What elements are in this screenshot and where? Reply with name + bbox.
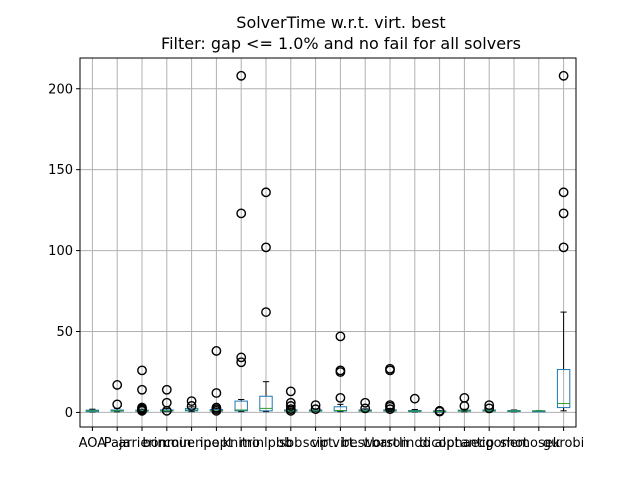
y-tick-label: 200 xyxy=(48,82,73,97)
flier-point xyxy=(360,397,371,408)
flier-point xyxy=(558,70,569,81)
flier-point xyxy=(310,404,321,415)
flier-point xyxy=(211,388,222,398)
flier-point xyxy=(211,346,222,356)
box-aoa xyxy=(85,408,100,413)
flier-point xyxy=(459,392,470,403)
x-tick-label: ipopt xyxy=(200,436,233,451)
box-virt-worst xyxy=(358,397,372,414)
flier-point xyxy=(236,357,247,368)
flier-point xyxy=(161,397,172,408)
flier-point xyxy=(186,396,197,407)
x-tick-label: bonmin xyxy=(142,436,191,451)
flier-point xyxy=(484,403,495,414)
box-baron xyxy=(383,363,397,415)
x-tick-label: gurobi xyxy=(543,436,584,451)
flier-point xyxy=(261,187,271,198)
flier-point xyxy=(385,363,395,374)
x-tick-label: arrierin xyxy=(118,436,165,451)
flier-point xyxy=(285,401,296,411)
box-antigone xyxy=(482,400,496,414)
flier-point xyxy=(335,365,346,376)
flier-point xyxy=(335,392,346,403)
flier-point xyxy=(137,365,147,376)
box-paja xyxy=(110,380,124,413)
x-tick-label: couenne xyxy=(164,436,220,451)
flier-point xyxy=(310,400,321,411)
flier-point xyxy=(558,208,569,219)
box-iqr xyxy=(259,395,273,412)
axis-layer: 0 50 100 150 200 AOAPajaarrierinbonmincouenne… xyxy=(48,82,584,451)
x-tick-label: antigone xyxy=(461,436,518,451)
x-tick-label: Paja xyxy=(104,436,131,451)
box-couenne xyxy=(184,396,199,413)
flier-point xyxy=(409,393,420,404)
flier-point xyxy=(112,399,123,410)
y-tick-label: 100 xyxy=(48,244,73,259)
x-tick-label: baron xyxy=(371,436,408,451)
x-tick-label: virt. worst xyxy=(332,436,398,451)
box-arrierin xyxy=(135,365,149,416)
plot-frame xyxy=(79,57,577,428)
flier-point xyxy=(161,384,172,395)
flier-point xyxy=(137,402,147,413)
flier-point xyxy=(434,405,445,416)
box-bonmin xyxy=(160,384,174,416)
flier-point xyxy=(261,307,271,317)
box-mosek xyxy=(532,410,546,413)
flier-point xyxy=(285,386,296,397)
flier-point xyxy=(112,380,123,390)
box-minlpbb xyxy=(259,187,273,413)
box-gurobi xyxy=(556,70,571,412)
box-virt-best xyxy=(333,331,348,413)
flier-point xyxy=(236,208,247,219)
box-sbb xyxy=(284,386,298,416)
flier-point xyxy=(558,187,569,198)
x-tick-label: alphaecp xyxy=(435,436,494,451)
chart-title-line-1: SolverTime w.r.t. virt. best xyxy=(236,13,445,32)
x-tick-label: scip xyxy=(303,436,329,451)
flier-point xyxy=(236,70,247,81)
box-alphaecp xyxy=(457,392,472,413)
x-tick-label: shot xyxy=(500,436,528,451)
x-tick-label: virt. best xyxy=(311,436,369,451)
flier-point xyxy=(186,401,197,411)
x-tick-label: dicopt xyxy=(419,436,459,451)
x-tick-label: knitro xyxy=(222,436,260,451)
x-tick-label: mosek xyxy=(517,436,560,451)
box-knitro xyxy=(234,70,248,413)
flier-point xyxy=(335,331,346,342)
box-iqr xyxy=(556,369,571,409)
y-tick-label: 0 xyxy=(65,406,73,421)
flier-point xyxy=(285,404,296,415)
flier-point xyxy=(285,397,296,408)
box-scip xyxy=(308,400,323,415)
box-lindo xyxy=(408,393,422,413)
x-tick-label: sbb xyxy=(279,436,302,451)
flier-point xyxy=(261,242,271,253)
x-tick-label: AOA xyxy=(79,436,107,451)
flier-point xyxy=(236,352,247,363)
flier-point xyxy=(137,384,147,395)
chart-title-line-2: Filter: gap <= 1.0% and no fail for all … xyxy=(161,34,521,53)
flier-point xyxy=(558,242,569,253)
box-shot xyxy=(507,409,521,413)
x-tick-label: lindo xyxy=(399,436,431,451)
box-dicopt xyxy=(432,405,447,417)
flier-point xyxy=(385,400,395,411)
box-iqr xyxy=(234,400,248,412)
y-tick-label: 150 xyxy=(48,163,73,178)
y-tick-label: 50 xyxy=(56,325,73,340)
flier-point xyxy=(211,402,222,413)
flier-point xyxy=(360,403,371,414)
x-tick-label: minlpbb xyxy=(240,436,293,451)
box-ipopt xyxy=(209,346,224,416)
flier-point xyxy=(484,400,495,411)
box-layer xyxy=(85,70,571,417)
